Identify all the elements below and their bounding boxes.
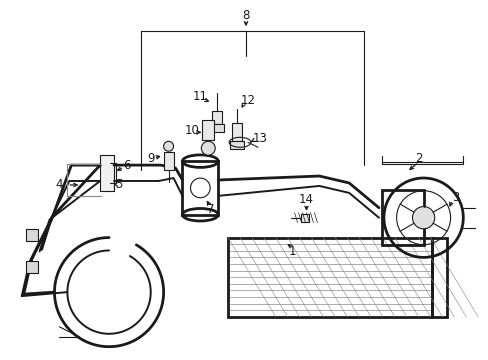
Text: 9: 9 bbox=[147, 152, 154, 165]
Text: 7: 7 bbox=[206, 203, 214, 216]
Bar bbox=[232, 123, 242, 141]
Bar bbox=[182, 161, 218, 215]
Bar bbox=[100, 155, 114, 191]
Text: 14: 14 bbox=[298, 193, 313, 206]
Circle shape bbox=[412, 207, 434, 229]
Bar bbox=[202, 121, 214, 140]
Text: 12: 12 bbox=[240, 94, 255, 107]
Text: 6: 6 bbox=[123, 159, 130, 172]
Text: 11: 11 bbox=[192, 90, 207, 103]
Bar bbox=[26, 229, 38, 240]
Bar bbox=[230, 141, 244, 149]
Bar bbox=[300, 214, 308, 222]
Bar bbox=[431, 238, 447, 317]
Bar bbox=[210, 125, 224, 132]
Text: 8: 8 bbox=[242, 9, 249, 22]
Bar bbox=[163, 152, 173, 170]
Text: 2: 2 bbox=[414, 152, 422, 165]
Text: 13: 13 bbox=[252, 132, 267, 145]
Text: 1: 1 bbox=[288, 245, 296, 258]
Bar bbox=[381, 190, 423, 246]
Circle shape bbox=[201, 141, 215, 155]
Bar bbox=[212, 111, 222, 125]
Text: 10: 10 bbox=[184, 124, 200, 137]
Bar bbox=[228, 238, 431, 317]
Circle shape bbox=[163, 141, 173, 151]
Text: 3: 3 bbox=[451, 192, 458, 204]
Text: 4: 4 bbox=[56, 179, 63, 192]
Text: 5: 5 bbox=[115, 179, 122, 192]
Bar bbox=[26, 261, 38, 273]
